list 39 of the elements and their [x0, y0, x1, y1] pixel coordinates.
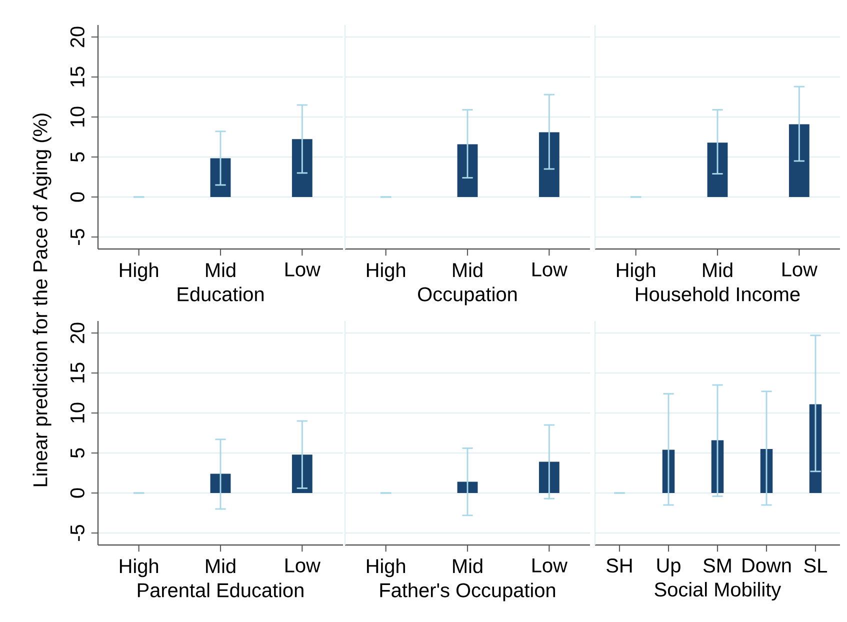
- x-axis-title: Occupation: [418, 286, 517, 306]
- x-tick-label: Mid: [453, 262, 482, 278]
- x-tick-label: Down: [742, 558, 791, 572]
- x-axis-title: Parental Education: [138, 582, 304, 598]
- x-tick-label: SM: [703, 558, 731, 573]
- y-tick-label: 5: [70, 152, 84, 162]
- y-tick-label: 0: [70, 192, 84, 202]
- x-axis-title: Social Mobility: [654, 582, 782, 601]
- x-axis-title: Father's Occupation: [380, 582, 556, 602]
- y-tick-label: 15: [70, 66, 84, 87]
- x-tick-label: High: [366, 558, 406, 578]
- y-tick-label: -5: [70, 524, 84, 541]
- x-tick-label: High: [120, 262, 158, 282]
- y-tick-label: 0: [70, 488, 84, 498]
- y-tick-label: 5: [70, 448, 84, 458]
- x-tick-label: Low: [286, 558, 320, 572]
- x-axis-title: Household Income: [636, 286, 800, 302]
- x-tick-label: Mid: [206, 558, 236, 574]
- y-tick-label: 20: [70, 322, 84, 344]
- y-tick-label: 15: [70, 362, 84, 383]
- y-tick-label: 10: [70, 106, 84, 127]
- y-axis-title: Linear prediction for the Pace of Aging (%): [32, 114, 52, 486]
- x-tick-label: Mid: [206, 262, 236, 278]
- x-tick-label: Up: [657, 558, 680, 576]
- y-tick-label: 20: [70, 26, 84, 48]
- x-tick-label: High: [366, 262, 406, 282]
- x-tick-label: Low: [532, 558, 568, 572]
- y-tick-label: 10: [70, 402, 84, 423]
- x-tick-label: Low: [782, 262, 818, 276]
- x-tick-label: SH: [606, 558, 632, 573]
- x-tick-label: SL: [804, 558, 828, 573]
- x-tick-label: Low: [532, 262, 568, 276]
- y-tick-label: -5: [70, 228, 84, 245]
- x-tick-label: Low: [286, 262, 320, 276]
- x-tick-label: High: [616, 262, 656, 282]
- x-tick-label: High: [120, 558, 158, 578]
- x-tick-label: Mid: [703, 262, 732, 278]
- x-tick-label: Mid: [453, 558, 482, 574]
- x-axis-title: Education: [178, 286, 264, 302]
